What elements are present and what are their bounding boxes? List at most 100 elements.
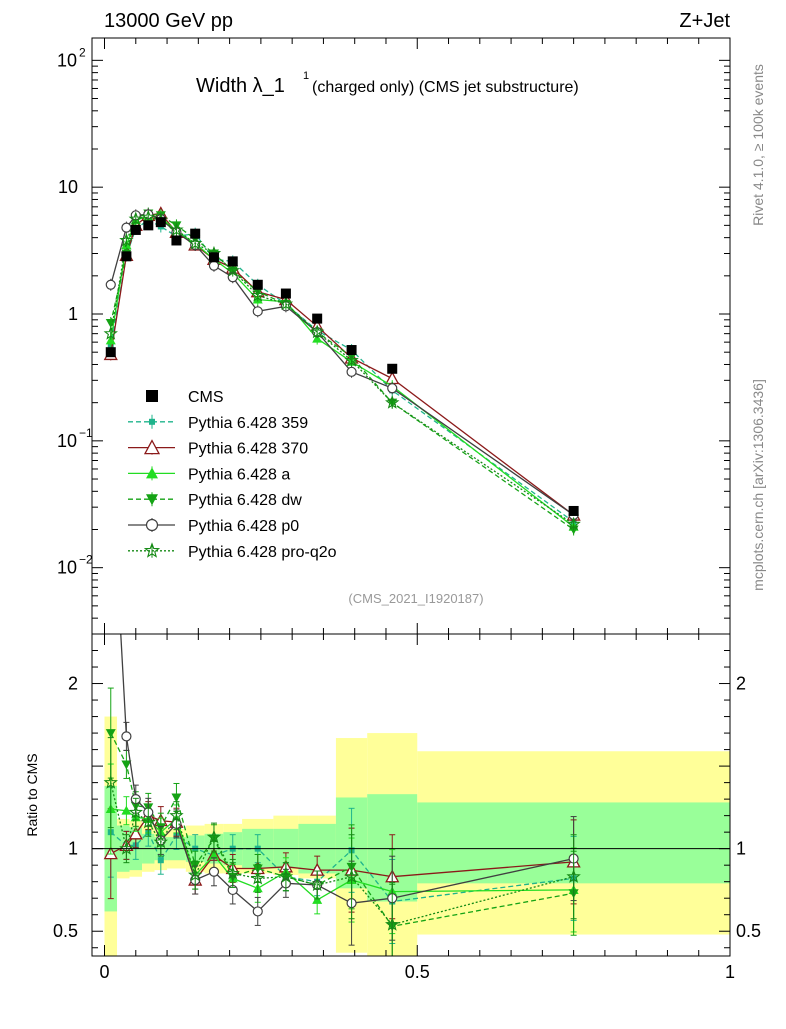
data-point [208, 260, 220, 271]
data-point [225, 263, 240, 277]
legend-label: CMS [188, 389, 224, 406]
legend-marker [143, 439, 161, 455]
cms-data-point [387, 363, 398, 374]
series-pythia-6-428-dw [105, 207, 579, 536]
legend-label: Pythia 6.428 p0 [188, 518, 299, 535]
y-tick-base: 10 [58, 177, 78, 197]
mcplots-credit-label: mcplots.cern.ch [arXiv:1306.3436] [750, 379, 766, 591]
legend-entry-cms: CMS [146, 389, 224, 406]
ratio-point [309, 877, 325, 892]
ratio-series-pythia-6-428-pro-q2o [103, 737, 581, 956]
ratio-point [121, 731, 132, 742]
plot-title-main: Width λ_1 [196, 75, 285, 97]
data-point [278, 296, 294, 311]
legend-entry-pythia-6-428-pro-q2o: Pythia 6.428 pro-q2o [128, 542, 337, 561]
y-tick-label: 10 2 [57, 45, 86, 70]
ratio-tick-label-left: 0.5 [53, 921, 78, 941]
ratio-point [153, 834, 169, 849]
y-tick-label: 1 [68, 304, 78, 324]
data-point [169, 222, 184, 237]
cms-data-point [346, 345, 357, 356]
series-pythia-6-428-p0 [105, 208, 579, 522]
legend-label: Pythia 6.428 dw [188, 492, 302, 509]
series-line [110, 216, 574, 525]
series-pythia-6-428-pro-q2o [103, 209, 581, 531]
data-point [250, 287, 265, 302]
y-tick-label: 10 [58, 177, 78, 197]
ratio-tick-label-right: 0.5 [736, 921, 761, 941]
legend-marker [143, 542, 161, 558]
ratio-point [278, 869, 294, 883]
cms-uncertainty-bands [104, 716, 730, 956]
data-point [141, 209, 156, 224]
ratio-line [110, 831, 574, 903]
y-tick-exponent: 2 [79, 45, 86, 59]
x-tick-label: 0 [100, 962, 110, 982]
y-tick-exponent: −1 [79, 426, 93, 440]
cms-data-point [171, 235, 182, 246]
legend-label: Pythia 6.428 370 [188, 441, 308, 458]
ratio-point [128, 826, 143, 840]
cms-data-point [190, 228, 201, 239]
ratio-tick-label-right: 2 [736, 674, 746, 694]
main-panel-series [103, 206, 581, 536]
y-tick-base: 10 [57, 558, 77, 578]
series-cms [105, 217, 579, 516]
cms-data-point [130, 224, 141, 235]
y-tick-base: 1 [68, 304, 78, 324]
ratio-point [119, 841, 134, 855]
data-point [385, 395, 400, 409]
ratio-point [141, 814, 156, 829]
cms-data-point [568, 505, 579, 516]
cms-data-point [227, 256, 238, 267]
cms-data-point [252, 279, 263, 290]
y-tick-label: 10 −2 [57, 553, 93, 578]
ratio-point [121, 760, 132, 770]
ratio-point [385, 917, 400, 931]
data-point [188, 235, 203, 250]
text-layer: 13000 GeV pp Z+Jet Width λ_1 1 (charged … [24, 10, 766, 837]
cms-data-point [312, 313, 323, 324]
data-point [107, 343, 114, 350]
cms-data-point [280, 288, 291, 299]
data-point [119, 232, 134, 247]
cms-data-point [155, 217, 166, 228]
legend-entry-pythia-6-428-a: Pythia 6.428 a [128, 466, 290, 483]
ratio-point [344, 869, 359, 883]
x-tick-label: 0.5 [405, 962, 430, 982]
series-pythia-6-428-a [105, 210, 579, 533]
ratio-point [206, 829, 222, 844]
y-tick-exponent: −2 [79, 553, 93, 567]
ratio-tick-label-left: 2 [68, 674, 78, 694]
legend: CMS Pythia 6.428 359 Pythia 6.428 370 Pythi… [128, 389, 337, 561]
legend-marker [145, 518, 159, 532]
ratio-axis-label: Ratio to CMS [24, 753, 40, 836]
data-point [309, 324, 325, 339]
data-point [105, 279, 116, 290]
series-pythia-6-428-359 [107, 214, 577, 528]
ratio-point [103, 775, 118, 789]
ratio-point [169, 808, 184, 822]
legend-entry-pythia-6-428-370: Pythia 6.428 370 [128, 439, 308, 458]
legend-entry-pythia-6-428-p0: Pythia 6.428 p0 [128, 518, 299, 535]
data-point [252, 306, 263, 317]
ratio-point [121, 805, 132, 815]
y-tick-base: 10 [57, 50, 77, 70]
legend-entry-pythia-6-428-dw: Pythia 6.428 dw [128, 492, 302, 509]
ratio-point [250, 870, 265, 885]
legend-label: Pythia 6.428 359 [188, 415, 308, 432]
ratio-tick-label-right: 1 [736, 839, 746, 859]
ratio-tick-label-left: 1 [68, 839, 78, 859]
legend-label: Pythia 6.428 pro-q2o [188, 544, 337, 561]
ratio-point [106, 448, 115, 457]
ratio-point [208, 866, 220, 877]
data-point [105, 335, 116, 345]
series-line [110, 212, 574, 516]
data-point [566, 516, 581, 531]
data-point [344, 352, 359, 367]
data-point [128, 211, 143, 226]
ratio-point [252, 906, 263, 917]
ratio-point [188, 867, 203, 882]
ratio-point [225, 865, 240, 880]
